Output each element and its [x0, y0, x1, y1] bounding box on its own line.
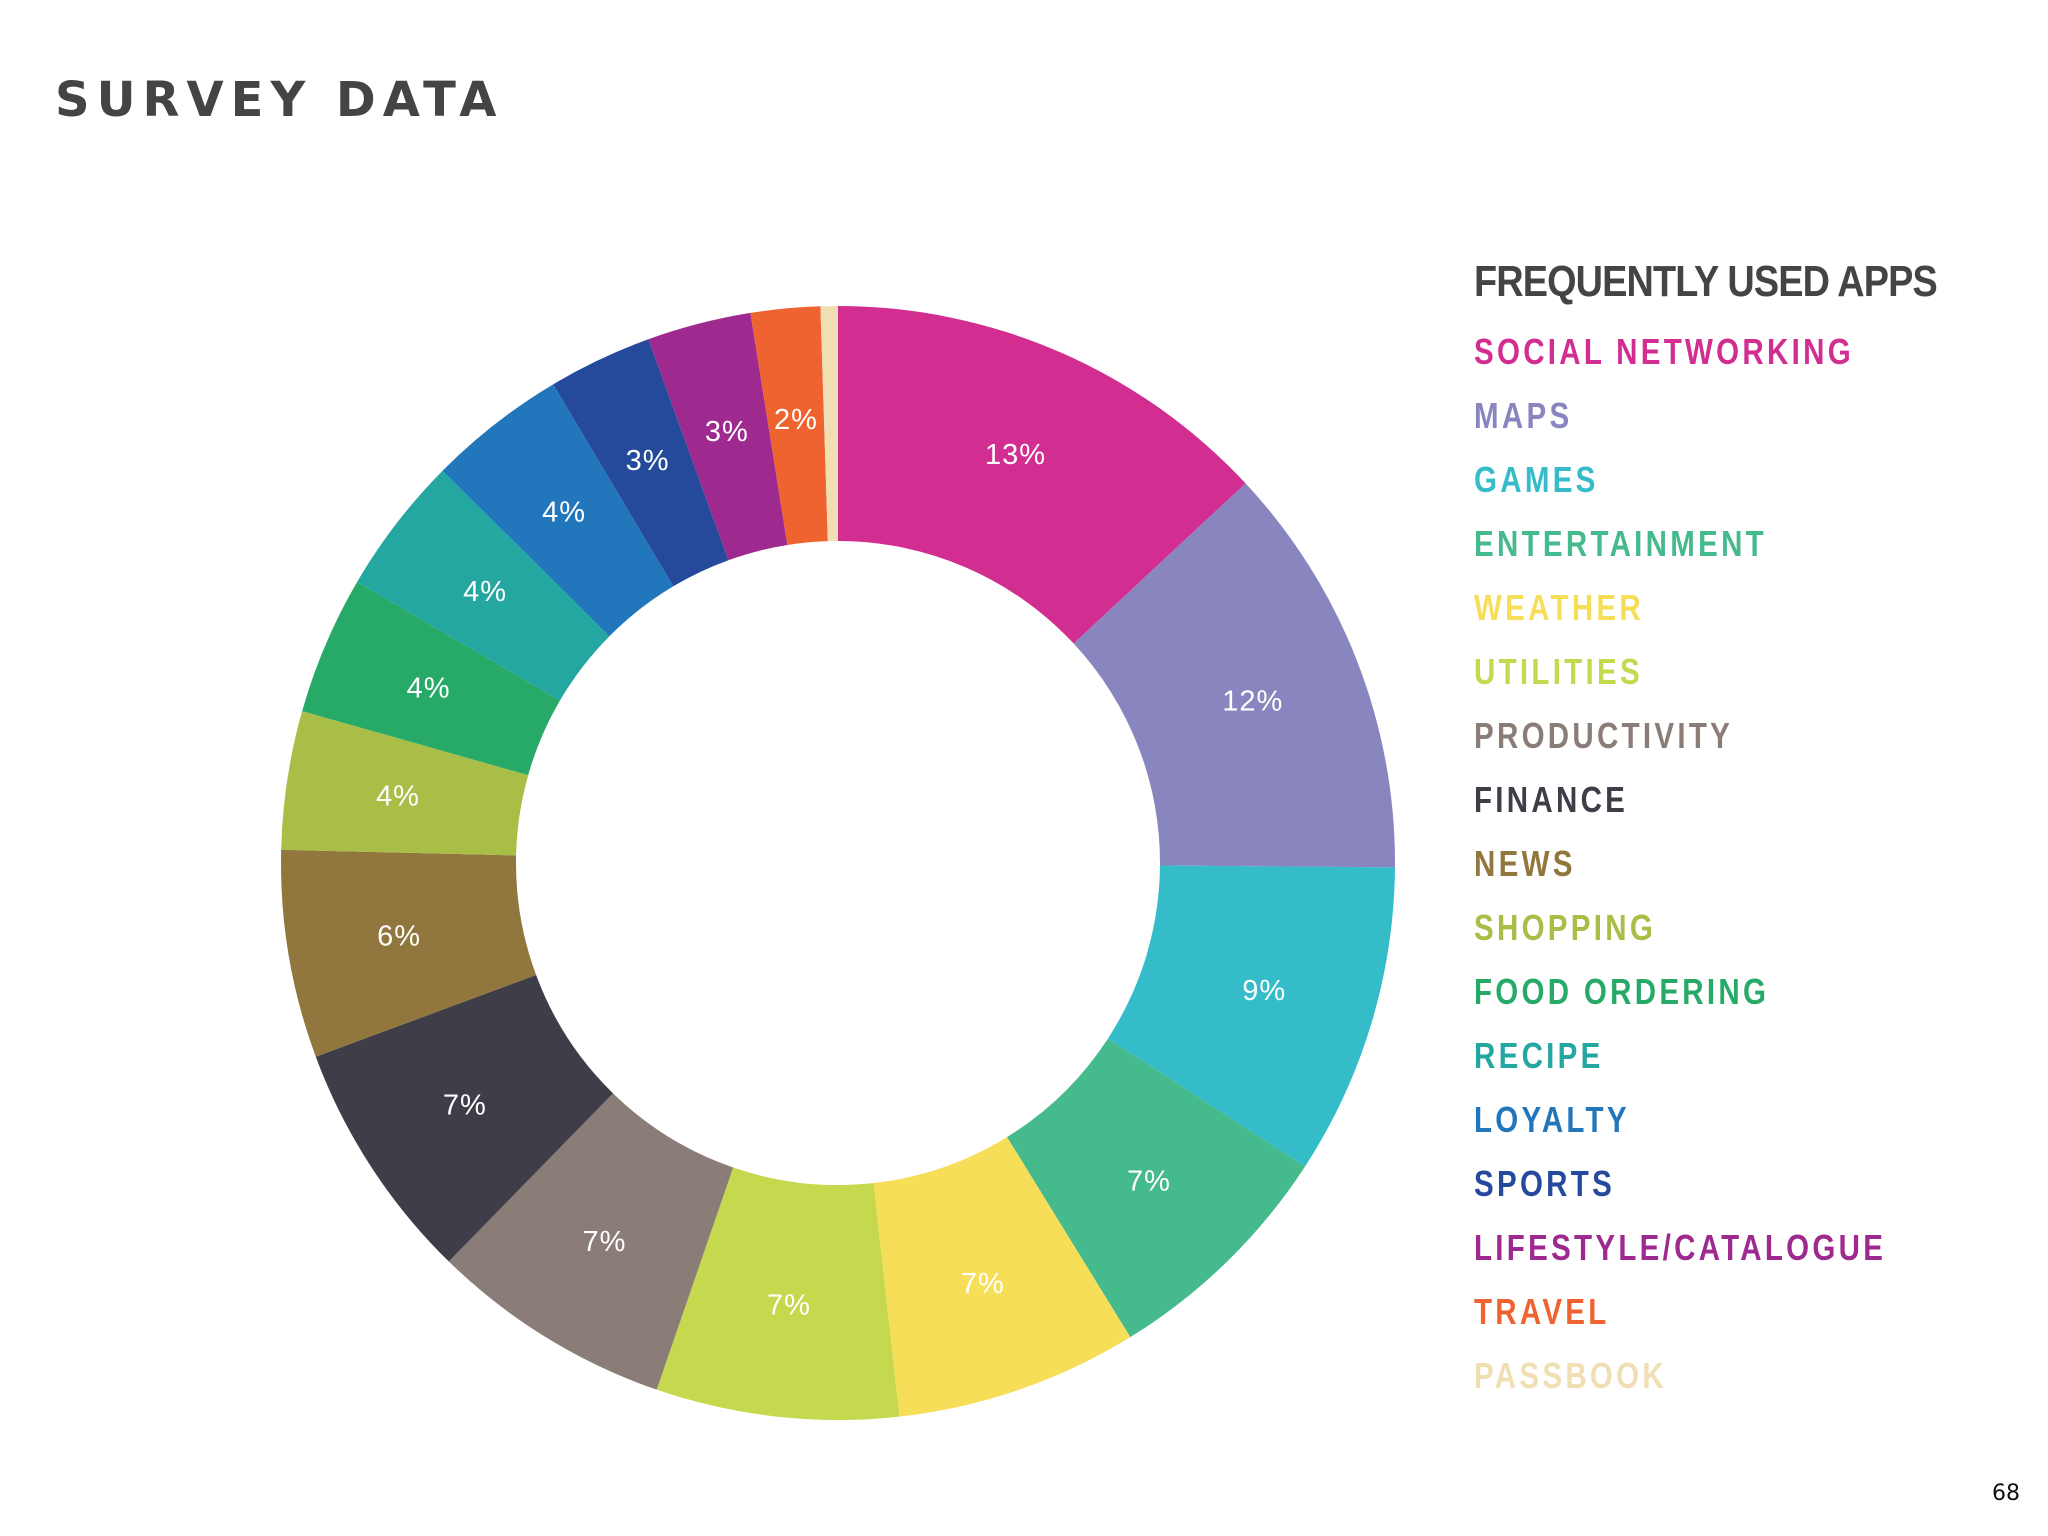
legend-item-news: NEWS — [1474, 843, 1576, 884]
legend-item-shopping: SHOPPING — [1474, 907, 1657, 948]
slice-weather — [873, 1137, 1131, 1417]
slice-label-maps: 12% — [1222, 686, 1283, 718]
slice-label-shopping: 4% — [376, 781, 420, 813]
slice-food-ordering — [302, 581, 560, 776]
slice-label-news: 6% — [377, 920, 421, 952]
legend-item-games: GAMES — [1474, 459, 1599, 500]
legend-item-social-networking: SOCIAL NETWORKING — [1474, 331, 1854, 372]
slice-label-lifestyle-catalogue: 3% — [705, 416, 749, 448]
slice-label-recipe: 4% — [463, 576, 507, 608]
legend-item-lifestyle-catalogue: LIFESTYLE/CATALOGUE — [1474, 1227, 1887, 1268]
slice-label-weather: 7% — [961, 1268, 1005, 1300]
slice-label-food-ordering: 4% — [407, 673, 451, 705]
legend-item-recipe: RECIPE — [1474, 1035, 1604, 1076]
chart-legend: FREQUENTLY USED APPS SOCIAL NETWORKING MA… — [1474, 256, 2014, 1408]
chart-title: FREQUENTLY USED APPS — [1474, 257, 1938, 306]
slice-loyalty — [442, 384, 674, 637]
slice-label-sports: 3% — [626, 445, 670, 477]
slice-maps — [1073, 483, 1395, 868]
slice-social-networking — [838, 306, 1246, 644]
legend-list: SOCIAL NETWORKING MAPS GAMES ENTERTAINMENT W… — [1474, 320, 2014, 1408]
legend-item-sports: SPORTS — [1474, 1163, 1616, 1204]
slice-productivity — [448, 1093, 734, 1390]
slice-label-utilities: 7% — [767, 1289, 811, 1321]
legend-item-finance: FINANCE — [1474, 779, 1629, 820]
slice-lifestyle-catalogue — [648, 312, 788, 561]
slice-label-travel: 2% — [774, 404, 818, 436]
slice-entertainment — [1007, 1038, 1306, 1338]
slice-shopping — [281, 711, 529, 856]
legend-item-utilities: UTILITIES — [1474, 651, 1643, 692]
legend-item-weather: WEATHER — [1474, 587, 1645, 628]
slice-passbook — [820, 306, 838, 542]
slice-news — [281, 849, 537, 1057]
legend-item-loyalty: LOYALTY — [1474, 1099, 1630, 1140]
page-title: SURVEY DATA — [55, 72, 504, 128]
slice-utilities — [656, 1167, 900, 1420]
slice-recipe — [357, 470, 610, 701]
slice-label-loyalty: 4% — [542, 496, 586, 528]
legend-item-passbook: PASSBOOK — [1474, 1355, 1668, 1396]
slice-travel — [750, 306, 828, 546]
slice-games — [1108, 865, 1395, 1167]
slice-label-games: 9% — [1242, 975, 1286, 1007]
page-number: 68 — [1992, 1481, 2020, 1506]
legend-item-productivity: PRODUCTIVITY — [1474, 715, 1734, 756]
legend-item-food-ordering: FOOD ORDERING — [1474, 971, 1770, 1012]
slice-label-finance: 7% — [443, 1089, 487, 1121]
slice-label-productivity: 7% — [582, 1226, 626, 1258]
legend-item-maps: MAPS — [1474, 395, 1573, 436]
legend-item-travel: TRAVEL — [1474, 1291, 1610, 1332]
slice-finance — [315, 974, 614, 1262]
legend-item-entertainment: ENTERTAINMENT — [1474, 523, 1768, 564]
slice-label-social-networking: 13% — [985, 439, 1046, 471]
slice-label-entertainment: 7% — [1127, 1165, 1171, 1197]
slice-sports — [553, 339, 729, 587]
